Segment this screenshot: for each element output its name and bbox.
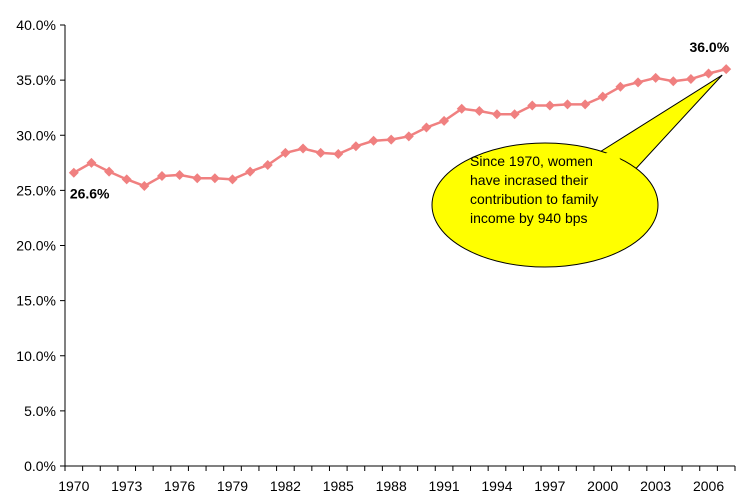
x-tick-label: 1988 xyxy=(376,478,407,494)
data-point-marker xyxy=(562,99,573,110)
data-label: 26.6% xyxy=(70,186,110,202)
data-point-marker xyxy=(227,174,238,185)
x-tick-label: 1985 xyxy=(323,478,354,494)
y-tick-label: 40.0% xyxy=(16,17,56,33)
x-tick-label: 1997 xyxy=(534,478,565,494)
data-point-marker xyxy=(156,171,167,182)
data-point-marker xyxy=(544,100,555,111)
data-label: 36.0% xyxy=(689,39,729,55)
y-tick-label: 35.0% xyxy=(16,72,56,88)
data-point-marker xyxy=(403,131,414,142)
y-tick-label: 25.0% xyxy=(16,182,56,198)
data-point-marker xyxy=(421,122,432,133)
callout-text-line: Since 1970, women xyxy=(470,153,593,169)
x-tick-label: 1973 xyxy=(111,478,142,494)
y-tick-label: 0.0% xyxy=(24,458,56,474)
y-axis: 0.0% 5.0% 10.0% 15.0% 20.0% 25.0% 30.0% 35.0% 40… xyxy=(16,17,66,474)
data-point-marker xyxy=(245,166,256,177)
data-point-marker xyxy=(685,74,696,85)
data-point-marker xyxy=(491,109,502,120)
data-point-marker xyxy=(350,141,361,152)
data-point-marker xyxy=(68,167,79,178)
x-axis: 1970 1973 1976 1979 1982 1985 1988 1991 1994 1997… xyxy=(58,465,736,494)
data-point-marker xyxy=(597,91,608,102)
data-point-marker xyxy=(668,76,679,87)
x-tick-label: 1994 xyxy=(481,478,512,494)
data-point-marker xyxy=(315,147,326,158)
callout-text-line: contribution to family xyxy=(470,191,598,207)
x-tick-label: 1976 xyxy=(164,478,195,494)
x-tick-label: 1982 xyxy=(270,478,301,494)
x-tick-label: 1970 xyxy=(58,478,89,494)
data-point-marker xyxy=(209,173,220,184)
data-point-marker xyxy=(121,174,132,185)
data-point-marker xyxy=(174,169,185,180)
data-point-marker xyxy=(650,72,661,83)
data-point-marker xyxy=(509,109,520,120)
y-tick-label: 30.0% xyxy=(16,127,56,143)
data-point-marker xyxy=(333,148,344,159)
data-point-marker xyxy=(262,160,273,171)
y-tick-label: 5.0% xyxy=(24,403,56,419)
data-point-marker xyxy=(386,134,397,145)
data-point-marker xyxy=(703,68,714,79)
series-layer xyxy=(68,64,732,191)
data-point-marker xyxy=(474,105,485,116)
callout-bubble xyxy=(431,142,659,268)
data-point-marker xyxy=(368,135,379,146)
data-point-marker xyxy=(86,157,97,168)
data-point-marker xyxy=(298,143,309,154)
data-point-marker xyxy=(633,77,644,88)
data-point-marker xyxy=(192,173,203,184)
x-tick-label: 2003 xyxy=(640,478,671,494)
callout-text-line: income by 940 bps xyxy=(470,210,588,226)
x-tick-label: 1991 xyxy=(429,478,460,494)
data-point-marker xyxy=(104,166,115,177)
data-point-marker xyxy=(439,115,450,126)
annotation-callout: Since 1970, women have incrased their cont… xyxy=(431,74,723,268)
data-point-marker xyxy=(139,180,150,191)
y-tick-label: 10.0% xyxy=(16,348,56,364)
data-point-marker xyxy=(580,99,591,110)
data-labels: 26.6% 36.0% xyxy=(70,39,730,202)
callout-text-line: have incrased their xyxy=(470,172,589,188)
callout-pointer-join xyxy=(593,150,628,173)
data-point-marker xyxy=(456,103,467,114)
data-point-marker xyxy=(527,100,538,111)
y-tick-label: 15.0% xyxy=(16,293,56,309)
x-tick-label: 2000 xyxy=(587,478,618,494)
x-tick-label: 1979 xyxy=(217,478,248,494)
x-tick-label: 2006 xyxy=(693,478,724,494)
data-point-marker xyxy=(615,81,626,92)
data-point-marker xyxy=(721,64,732,75)
data-point-marker xyxy=(280,147,291,158)
y-tick-label: 20.0% xyxy=(16,238,56,254)
